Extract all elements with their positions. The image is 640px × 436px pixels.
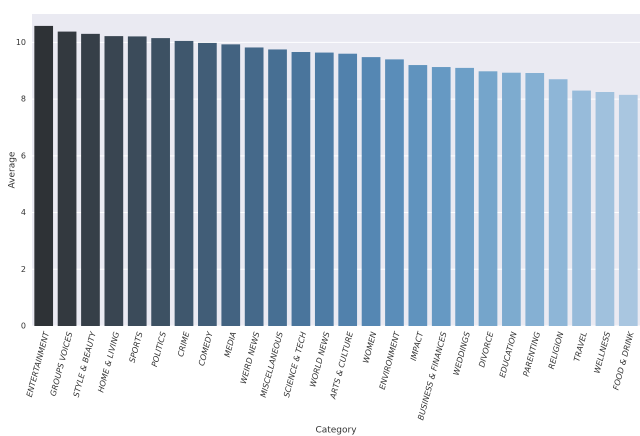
x-tick-label: MEDIA [223,331,238,358]
x-tick-label: POLITICS [150,331,168,368]
x-tick-label: MISCELLANEOUS [259,331,285,399]
x-tick-label: DIVORCE [477,330,495,368]
bar [431,67,451,326]
y-tick-label: 8 [21,95,26,104]
bar [291,52,311,327]
bar [338,53,358,326]
x-tick-label: ENTERTAINMENT [25,330,51,398]
bar [618,94,638,326]
x-tick-label: HOME & LIVING [96,331,121,394]
x-tick-label: WEIRD NEWS [239,331,262,385]
x-tick-label: TRAVEL [572,331,589,363]
y-tick-label: 0 [21,322,26,331]
x-tick-label: COMEDY [197,330,215,367]
x-tick-label: IMPACT [409,330,426,362]
x-tick-label: EDUCATION [498,331,519,379]
bar [244,47,264,327]
bar [174,40,194,326]
bar [151,38,170,326]
bar [127,36,147,326]
x-tick-label: SCIENCE & TECH [282,331,308,399]
bar [81,33,100,326]
x-tick-label: WORLD NEWS [308,331,331,388]
bar [595,92,615,326]
x-tick-label: SPORTS [128,331,145,364]
x-tick-label: STYLE & BEAUTY [72,330,98,398]
x-tick-label: ENVIRONMENT [378,330,402,391]
bar [525,72,545,326]
bar [548,79,568,327]
bar [502,72,521,326]
x-tick-label: WOMEN [361,331,378,364]
bar [385,59,404,327]
x-tick-label: ARTS & CULTURE [328,330,355,401]
bar [104,36,124,327]
bar [572,90,591,326]
x-tick-label: RELIGION [547,331,566,370]
x-axis-title: Category [315,426,357,436]
y-tick-label: 10 [16,38,26,47]
bar [361,57,381,326]
x-tick-label: FOOD & DRINK [611,330,635,391]
bar [221,44,241,326]
bar [478,71,498,326]
x-tick-label: WEDDINGS [452,331,472,377]
y-axis-title: Average [8,151,18,188]
x-tick-label: GROUPS VOICES [49,331,75,397]
bar [268,49,287,327]
x-tick-label: PARENTING [522,331,543,378]
x-tick-label: WELLNESS [592,331,612,375]
y-tick-label: 4 [21,208,26,217]
bar [455,67,474,327]
x-tick-label: CRIME [176,330,192,358]
bar [408,65,428,327]
bar [314,52,334,326]
bar [34,25,54,327]
y-tick-label: 6 [21,151,26,160]
y-tick-label: 2 [21,265,26,274]
bar [57,31,77,327]
bar [198,42,217,326]
